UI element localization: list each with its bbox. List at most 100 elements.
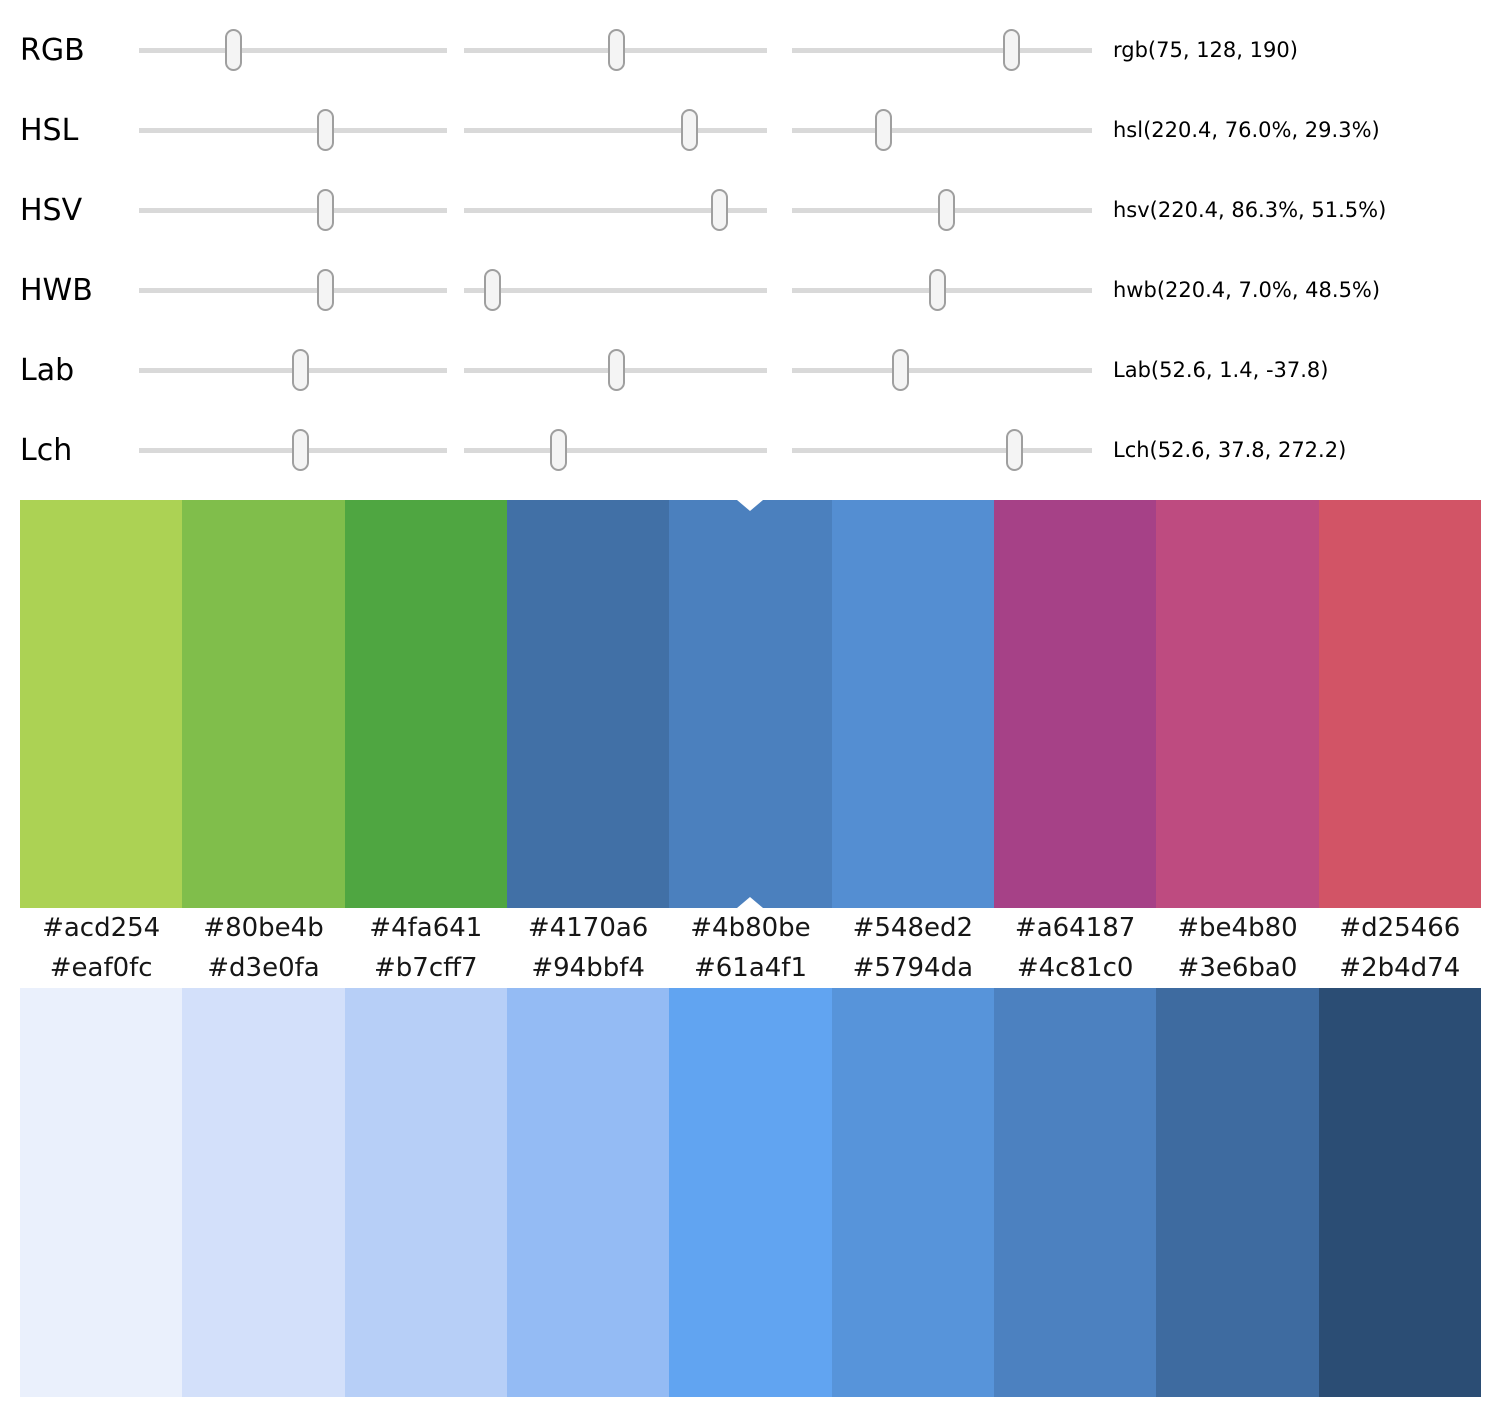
palette-swatch[interactable]	[669, 988, 832, 1397]
slider-row-hwb: HWB hwb(220.4, 7.0%, 48.5%)	[0, 250, 1501, 330]
slider-track[interactable]	[792, 127, 1092, 133]
hex-label: #4170a6	[527, 913, 649, 943]
palette-swatch[interactable]	[506, 988, 670, 1397]
slider-value-text: Lch(52.6, 37.8, 272.2)	[1113, 438, 1347, 462]
slider-track[interactable]	[464, 287, 767, 293]
rgb-channel-2-slider[interactable]	[464, 28, 767, 72]
palette-swatch[interactable]	[1156, 500, 1319, 908]
palette-swatch[interactable]	[506, 500, 670, 908]
palette-swatch[interactable]	[993, 988, 1157, 1397]
slider-track[interactable]	[139, 207, 447, 213]
slider-row-label: Lch	[20, 432, 73, 468]
slider-thumb[interactable]	[607, 29, 625, 71]
palette-swatch[interactable]	[344, 988, 507, 1397]
lch-channel-1-slider[interactable]	[139, 428, 447, 472]
slider-panel: RGB rgb(75, 128, 190) HSL hsl(220.4, 76.0%,…	[0, 0, 1501, 490]
slider-thumb[interactable]	[224, 29, 242, 71]
slider-thumb[interactable]	[937, 189, 955, 231]
hex-label: #a64187	[1014, 913, 1136, 943]
hex-label: #80be4b	[203, 913, 324, 943]
hwb-channel-1-slider[interactable]	[139, 268, 447, 312]
hex-label: #94bbf4	[531, 953, 645, 983]
slider-thumb[interactable]	[550, 429, 568, 471]
slider-track[interactable]	[464, 207, 767, 213]
palette-swatch[interactable]	[1156, 988, 1319, 1397]
palette-swatch[interactable]	[344, 500, 507, 908]
slider-thumb[interactable]	[317, 269, 335, 311]
hex-label: #acd254	[42, 913, 161, 943]
slider-thumb[interactable]	[710, 189, 728, 231]
palette-swatch-selected[interactable]	[669, 500, 832, 908]
palette-swatch[interactable]	[993, 500, 1157, 908]
selected-marker-bottom-icon	[737, 897, 764, 908]
slider-track[interactable]	[792, 367, 1092, 373]
slider-thumb[interactable]	[317, 109, 335, 151]
slider-row-label: RGB	[20, 32, 85, 68]
hue-palette-hex-labels: #acd254 #80be4b #4fa641 #4170a6 #4b80be #548e…	[20, 908, 1481, 948]
slider-thumb[interactable]	[929, 269, 947, 311]
hsv-channel-2-slider[interactable]	[464, 188, 767, 232]
hsl-channel-2-slider[interactable]	[464, 108, 767, 152]
hex-label: #548ed2	[852, 913, 974, 943]
hex-label: #be4b80	[1177, 913, 1298, 943]
slider-thumb[interactable]	[608, 349, 626, 391]
slider-track[interactable]	[464, 447, 767, 453]
hsv-channel-1-slider[interactable]	[139, 188, 447, 232]
lab-channel-2-slider[interactable]	[464, 348, 767, 392]
palette-swatch[interactable]	[1318, 988, 1481, 1397]
slider-value-text: hwb(220.4, 7.0%, 48.5%)	[1113, 278, 1381, 302]
palette-swatch[interactable]	[831, 988, 994, 1397]
slider-thumb[interactable]	[1002, 29, 1020, 71]
palette-swatch[interactable]	[831, 500, 994, 908]
hex-label: #d3e0fa	[207, 953, 320, 983]
hex-label: #d25466	[1339, 913, 1461, 943]
slider-value-text: hsl(220.4, 76.0%, 29.3%)	[1113, 118, 1380, 142]
rgb-channel-3-slider[interactable]	[792, 28, 1092, 72]
slider-track[interactable]	[139, 47, 447, 53]
rgb-channel-1-slider[interactable]	[139, 28, 447, 72]
hsv-channel-3-slider[interactable]	[792, 188, 1092, 232]
slider-row-label: Lab	[20, 352, 75, 388]
slider-track[interactable]	[792, 447, 1092, 453]
palette-swatch[interactable]	[1318, 500, 1481, 908]
lab-channel-1-slider[interactable]	[139, 348, 447, 392]
slider-track[interactable]	[464, 127, 767, 133]
slider-row-rgb: RGB rgb(75, 128, 190)	[0, 10, 1501, 90]
slider-row-label: HWB	[20, 272, 93, 308]
slider-row-hsl: HSL hsl(220.4, 76.0%, 29.3%)	[0, 90, 1501, 170]
hue-palette	[20, 500, 1481, 908]
hex-label: #4fa641	[369, 913, 483, 943]
slider-thumb[interactable]	[874, 109, 892, 151]
slider-thumb[interactable]	[292, 429, 310, 471]
slider-row-hsv: HSV hsv(220.4, 86.3%, 51.5%)	[0, 170, 1501, 250]
palette-swatch[interactable]	[20, 988, 183, 1397]
lch-channel-2-slider[interactable]	[464, 428, 767, 472]
slider-track[interactable]	[139, 287, 447, 293]
slider-thumb[interactable]	[484, 269, 502, 311]
palette-swatch[interactable]	[182, 500, 345, 908]
hwb-channel-2-slider[interactable]	[464, 268, 767, 312]
slider-thumb[interactable]	[317, 189, 335, 231]
slider-row-lch: Lch Lch(52.6, 37.8, 272.2)	[0, 410, 1501, 490]
shade-palette	[20, 988, 1481, 1397]
slider-value-text: rgb(75, 128, 190)	[1113, 38, 1298, 62]
lch-channel-3-slider[interactable]	[792, 428, 1092, 472]
slider-thumb[interactable]	[292, 349, 310, 391]
hex-label: #eaf0fc	[49, 953, 153, 983]
slider-thumb[interactable]	[891, 349, 909, 391]
slider-thumb[interactable]	[681, 109, 699, 151]
slider-thumb[interactable]	[1005, 429, 1023, 471]
hsl-channel-3-slider[interactable]	[792, 108, 1092, 152]
lab-channel-3-slider[interactable]	[792, 348, 1092, 392]
slider-row-label: HSL	[20, 112, 79, 148]
palette-swatch[interactable]	[182, 988, 345, 1397]
slider-track[interactable]	[792, 47, 1092, 53]
hsl-channel-1-slider[interactable]	[139, 108, 447, 152]
slider-track[interactable]	[139, 127, 447, 133]
hex-label: #3e6ba0	[1177, 953, 1298, 983]
shade-palette-hex-labels: #eaf0fc #d3e0fa #b7cff7 #94bbf4 #61a4f1 #5794…	[20, 948, 1481, 988]
palette-swatch[interactable]	[20, 500, 183, 908]
hwb-channel-3-slider[interactable]	[792, 268, 1092, 312]
hex-label: #4b80be	[690, 913, 811, 943]
